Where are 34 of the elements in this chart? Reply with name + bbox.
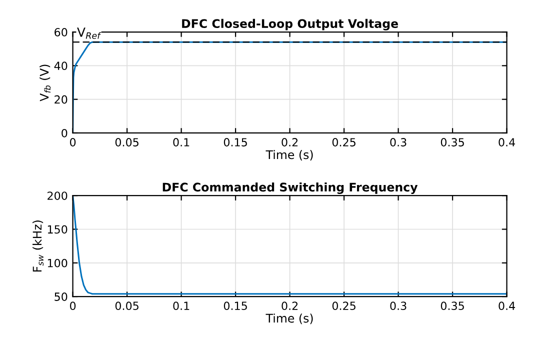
x-tick-label: 0 <box>70 138 76 146</box>
y-axis-title: V$_{fb}$ (V) <box>40 64 51 102</box>
y-tick-label: 20 <box>54 95 68 104</box>
x-tick-label: 0.4 <box>498 138 516 146</box>
x-tick-label: 0.15 <box>224 302 247 310</box>
x-tick-label: 0.3 <box>390 138 406 146</box>
x-axis-title: Time (s) <box>266 314 313 324</box>
x-tick-label: 0.2 <box>282 302 298 310</box>
x-tick-label: 0.1 <box>173 302 190 310</box>
y-tick-label: 150 <box>48 225 68 234</box>
ref-line-label: V$_{Ref}$ <box>77 28 102 39</box>
x-tick-label: 0.35 <box>440 138 464 146</box>
x-tick-label: 0.35 <box>440 302 464 310</box>
y-axis-title: F$_{sw}$ (kHz) <box>32 220 44 272</box>
x-tick-label: 0.2 <box>282 138 298 146</box>
y-tick-label: 0 <box>62 128 68 138</box>
chart-title: DFC Closed-Loop Output Voltage <box>182 18 398 30</box>
x-tick-label: 0.05 <box>115 302 138 310</box>
y-tick-label: 200 <box>48 192 68 200</box>
chart-title: DFC Commanded Switching Frequency <box>162 182 418 194</box>
x-tick-label: 0.05 <box>115 138 138 146</box>
line-series <box>72 196 507 295</box>
x-tick-label: 0.15 <box>224 138 247 146</box>
y-tick-label: 60 <box>54 28 68 36</box>
x-axis-title: Time (s) <box>266 150 313 161</box>
x-tick-label: 0.25 <box>332 138 356 146</box>
x-tick-label: 0.25 <box>332 302 356 310</box>
y-tick-label: 50 <box>54 292 68 301</box>
x-tick-label: 0.3 <box>390 302 406 310</box>
x-tick-label: 0.4 <box>498 302 516 310</box>
x-tick-label: 0.1 <box>173 138 190 146</box>
y-tick-label: 40 <box>54 62 68 70</box>
y-tick-label: 100 <box>48 258 68 268</box>
x-tick-label: 0 <box>70 302 76 310</box>
